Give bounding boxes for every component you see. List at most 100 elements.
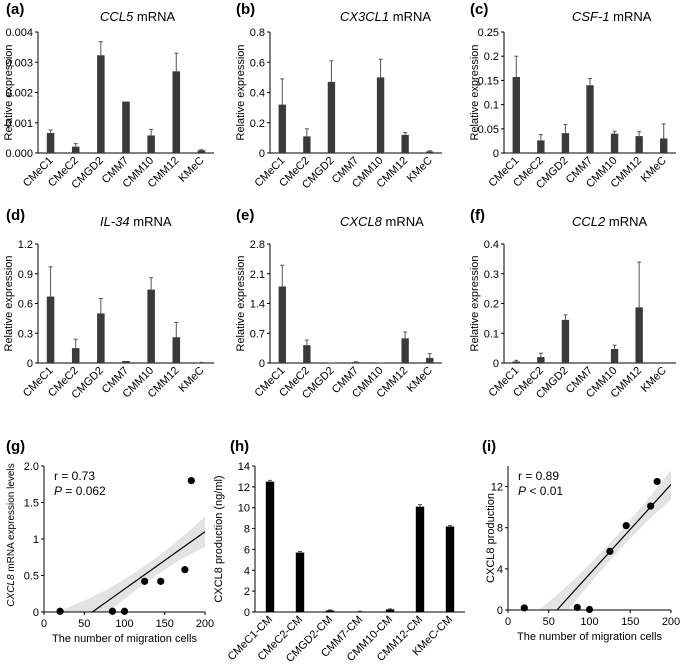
y-tick-label: 0.4 (484, 239, 499, 251)
y-axis-label: CXCL8 production (ng/ml) (213, 475, 225, 602)
bar (537, 140, 545, 153)
bar (97, 313, 105, 363)
bar (278, 286, 286, 363)
bar (445, 526, 455, 612)
scatter-point (573, 603, 581, 612)
y-axis-label: Relative expression (235, 45, 247, 141)
y-tick-label: 1 (33, 534, 39, 546)
chart-title: IL-34 mRNA (100, 214, 172, 229)
y-tick-label: 0 (493, 148, 499, 160)
scatter-point (653, 477, 661, 486)
bar (635, 136, 643, 153)
bar (561, 133, 570, 153)
y-tick-label: 0.002 (5, 88, 33, 100)
panel-b: (b) CX3CL1 mRNA Relative expression 0 0.2 0.4… (235, 1, 442, 191)
stat-p: P = 0.062 (54, 484, 106, 498)
y-tick-label: 2.8 (250, 239, 265, 251)
bar (401, 338, 409, 363)
scatter-point (520, 604, 528, 612)
bar (147, 289, 155, 363)
chart-title: CSF-1 mRNA (572, 9, 652, 24)
bar (71, 146, 80, 153)
y-axis-label: CXCL8 mRNA expression levels (6, 463, 17, 606)
bar (172, 71, 181, 153)
y-tick-label: 0.15 (478, 75, 499, 87)
scatter-point (157, 577, 165, 585)
bar (352, 153, 360, 154)
y-tick-label: 0.9 (18, 269, 33, 281)
y-tick-label: 0.6 (18, 299, 33, 311)
scatter-point (585, 605, 594, 614)
scatter-point (141, 577, 149, 585)
x-axis-label: The number of migration cells (517, 631, 662, 643)
y-tick-label: 12 (238, 482, 250, 494)
x-tick-label: 0 (41, 618, 47, 630)
y-tick-label: 0 (497, 605, 503, 617)
bar (385, 609, 395, 612)
bar (660, 138, 668, 153)
fit-line (556, 484, 672, 611)
scatter-point (181, 566, 189, 574)
y-tick-label: 1.5 (24, 498, 39, 510)
x-tick-label: 200 (196, 618, 214, 630)
x-tick-label: KMeC (405, 365, 435, 395)
y-tick-label: 0.4 (250, 88, 265, 100)
stat-r: r = 0.73 (54, 469, 95, 483)
bar (303, 136, 311, 153)
bar (97, 55, 105, 154)
chart-title: CCL2 mRNA (572, 214, 647, 229)
x-tick-label: 50 (543, 616, 555, 628)
x-tick-label: KMeC (405, 155, 435, 185)
y-tick-label: 8 (244, 524, 250, 536)
confidence-band (508, 469, 671, 610)
x-tick-label: KMeC (639, 365, 669, 395)
x-tick-label: 150 (156, 618, 174, 630)
y-tick-label: 0.000 (5, 148, 33, 160)
bar (278, 104, 286, 153)
y-tick-label: 0.25 (478, 27, 499, 39)
y-tick-label: 0.1 (484, 100, 499, 112)
bar (512, 361, 520, 363)
x-tick-label: KMeC (176, 155, 206, 185)
y-axis-label: Relative expression (469, 256, 481, 352)
bar (561, 319, 570, 363)
panel-label: (g) (6, 438, 25, 455)
x-tick-label: 100 (115, 618, 133, 630)
panel-label: (d) (6, 207, 25, 224)
y-tick-label: 0.001 (5, 118, 33, 130)
y-axis-label: Relative expression (469, 45, 481, 141)
y-tick-label: 0.004 (5, 27, 33, 39)
y-axis-label: Relative expression (235, 256, 247, 352)
panel-f: (f) CCL2 mRNA Relative expression 0 0.1 0.2 0.… (469, 207, 676, 401)
scatter-point (108, 607, 117, 615)
y-tick-label: 6 (244, 544, 250, 556)
bar (71, 348, 80, 363)
y-tick-label: 10 (238, 503, 250, 515)
x-tick-label: KMeC (176, 365, 206, 395)
y-tick-label: 0 (244, 607, 250, 619)
bar (197, 150, 206, 153)
bar (512, 77, 520, 153)
y-axis-label: Relative expression (3, 45, 15, 141)
panel-g: (g) 0 0.5 1 1.5 2.0 0 50 100 150 200 The number of … (6, 438, 214, 645)
bar (46, 296, 55, 363)
bar (355, 611, 365, 613)
panel-h: (h)CXCL8 production (ng/ml)02468101214CM… (213, 438, 465, 665)
bar (303, 345, 311, 363)
y-tick-label: 0.3 (18, 328, 33, 340)
y-tick-label: 8 (497, 523, 503, 535)
y-tick-label: 0.003 (5, 57, 33, 69)
bar (325, 610, 335, 612)
panel-label: (c) (470, 1, 488, 18)
y-tick-label: 0.2 (484, 299, 499, 311)
y-tick-label: 0 (259, 148, 265, 160)
x-tick-label: 200 (662, 616, 680, 628)
y-tick-label: 0.2 (484, 51, 499, 63)
scatter-point (606, 547, 614, 555)
y-tick-label: 2.1 (250, 269, 265, 281)
x-tick-label: 0 (505, 616, 511, 628)
y-tick-label: 4 (244, 565, 250, 577)
panel-label: (f) (470, 207, 485, 224)
